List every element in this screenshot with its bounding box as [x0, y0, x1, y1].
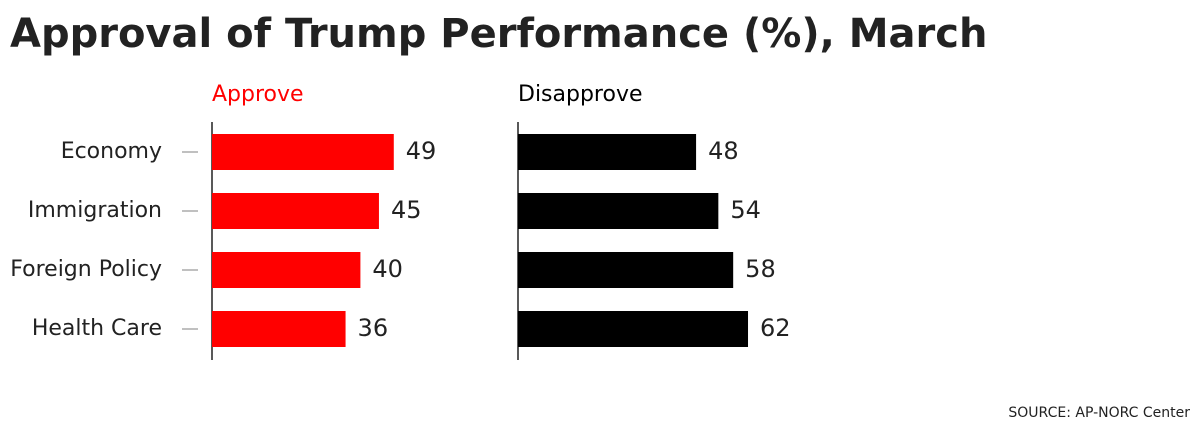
category-label: Economy — [61, 139, 162, 164]
value-label: 58 — [745, 255, 776, 283]
category-label: Foreign Policy — [10, 257, 162, 282]
value-label: 40 — [372, 255, 403, 283]
value-label: 45 — [391, 196, 422, 224]
legend-label: Disapprove — [518, 82, 643, 107]
bar — [518, 134, 697, 170]
value-label: 62 — [760, 314, 791, 342]
bar — [212, 252, 361, 288]
value-label: 48 — [708, 137, 739, 165]
legend-label: Approve — [212, 82, 304, 107]
bar — [212, 193, 379, 229]
value-label: 36 — [358, 314, 389, 342]
category-label: Health Care — [32, 316, 162, 341]
chart-title: Approval of Trump Performance (%), March — [10, 11, 987, 57]
value-label: 54 — [730, 196, 761, 224]
bar — [212, 311, 346, 347]
source: SOURCE: AP-NORC Center — [1008, 405, 1190, 421]
value-label: 49 — [406, 137, 437, 165]
bar — [518, 252, 734, 288]
category-label: Immigration — [28, 198, 162, 223]
bar — [518, 193, 719, 229]
bar — [212, 134, 394, 170]
bar — [518, 311, 749, 347]
